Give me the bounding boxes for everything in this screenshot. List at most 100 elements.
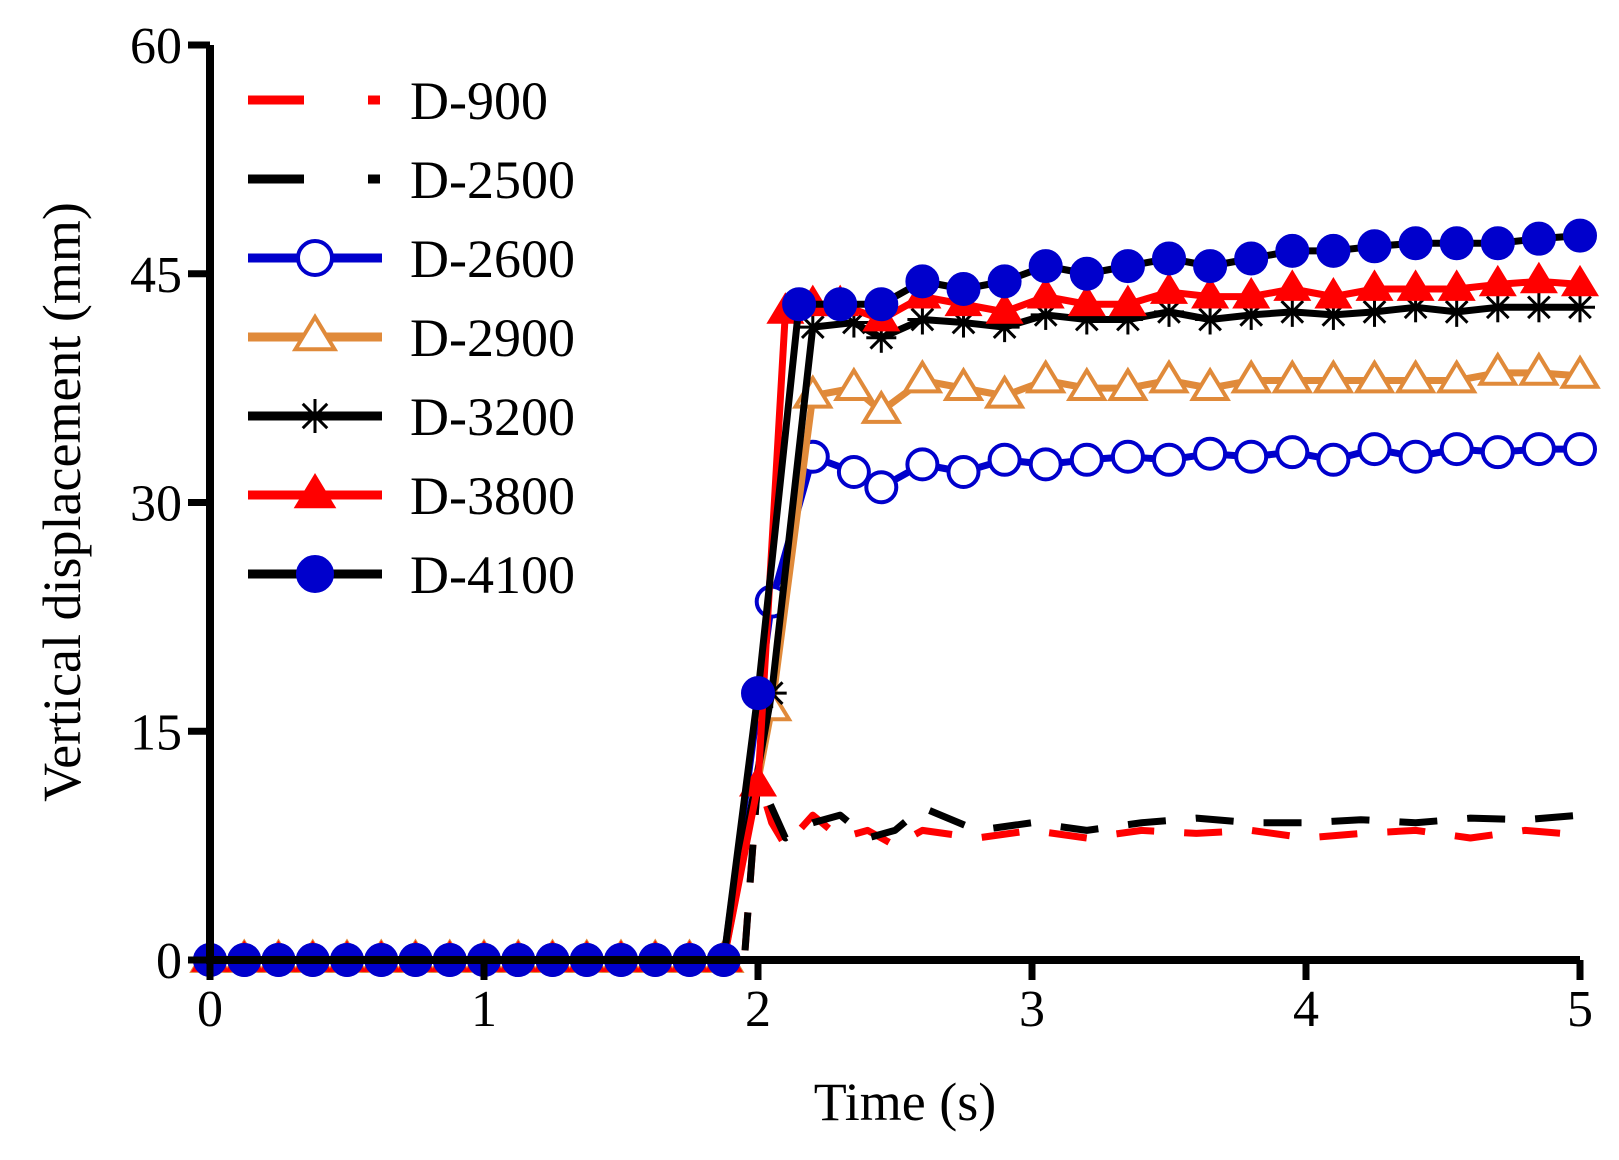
data-point [823,287,858,322]
data-point [983,374,1026,409]
legend-label: D-4100 [410,545,575,605]
data-point [833,366,875,401]
legend-item: D-3800 [248,466,575,526]
data-point [1480,226,1515,261]
data-point [1359,296,1390,327]
data-point [1480,435,1515,470]
data-point [1477,351,1519,386]
y-tick-label: 30 [130,476,182,533]
data-point [901,358,944,394]
x-tick-label: 0 [197,981,223,1038]
series-d-4100 [193,218,1597,977]
data-point [1189,366,1231,401]
data-point [1565,292,1595,323]
y-tick-label: 0 [156,933,182,990]
legend-label: D-2600 [410,229,575,289]
legend-marker [296,239,334,277]
data-point [987,442,1022,477]
series-d-2500 [210,773,1581,964]
legend-marker [298,399,332,433]
series-d-2600 [193,432,1597,977]
data-point [1563,432,1597,467]
plot-area [189,218,1601,977]
data-point [1110,249,1145,284]
data-point [1110,439,1145,474]
x-tick-label: 2 [745,981,771,1038]
series-line [210,773,1581,964]
data-point [1435,358,1478,394]
x-tick-label: 1 [471,981,497,1038]
data-point [1398,439,1433,474]
data-point [1353,358,1396,394]
data-point [1398,226,1433,261]
y-tick-label: 45 [130,247,182,304]
data-point [1563,218,1597,253]
data-point [1271,358,1314,394]
legend-label: D-900 [410,71,548,131]
data-point [1439,432,1474,467]
data-point [1232,277,1271,309]
data-point [1069,256,1104,291]
data-point [1230,358,1272,394]
series-d-3800 [190,261,1600,972]
data-point [836,455,871,489]
legend: D-900 D-2500 D-2600 D-2900 D-3200 D-3800 D-410… [248,71,575,605]
data-point [1024,358,1067,394]
data-point [1478,264,1517,297]
x-tick-label: 5 [1567,981,1593,1038]
data-point [1193,436,1228,471]
legend-item: D-2600 [248,229,575,289]
data-point [946,272,981,306]
data-point [1519,261,1558,294]
data-point [987,264,1022,299]
data-point [1195,304,1226,335]
series-line [210,773,1581,964]
data-point [1275,233,1310,268]
data-point [1518,351,1560,386]
legend-marker [291,313,339,352]
data-point [1028,249,1063,284]
data-point [1149,272,1189,304]
data-point [864,287,899,322]
legend-label: D-3800 [410,466,575,526]
data-point [1560,264,1600,297]
data-point [1191,277,1230,309]
x-axis-title: Time (s) [814,1072,997,1132]
data-point [1437,269,1476,301]
data-point [946,455,981,489]
data-point [1523,292,1554,323]
legend-marker [293,473,337,509]
data-point [1441,296,1472,327]
data-point [782,287,817,322]
data-point [1357,432,1392,467]
data-point [907,304,938,335]
y-axis-title: Vertical displacement (mm) [32,202,92,802]
data-point [905,264,940,299]
legend-item: D-2500 [248,150,575,210]
legend-label: D-3200 [410,387,575,447]
legend-item: D-900 [248,71,548,131]
series-d-3200 [195,292,1595,975]
data-point [905,447,940,482]
data-point [1152,442,1186,477]
legend-item: D-4100 [248,545,575,605]
data-point [1152,241,1186,276]
legend-label: D-2900 [410,308,575,368]
data-point [1482,292,1513,323]
legend-marker [296,555,334,593]
data-point [1357,229,1392,264]
x-tick-label: 3 [1019,981,1045,1038]
data-point [1316,442,1351,477]
data-point [1314,277,1353,309]
data-point [1396,269,1435,301]
data-point [985,292,1024,324]
data-point [1439,226,1474,261]
legend-item: D-2900 [248,308,575,368]
y-tick-label: 15 [130,704,182,761]
data-point [1028,447,1063,482]
data-point [1107,366,1149,401]
data-point [1394,358,1437,394]
data-point [1355,269,1394,301]
